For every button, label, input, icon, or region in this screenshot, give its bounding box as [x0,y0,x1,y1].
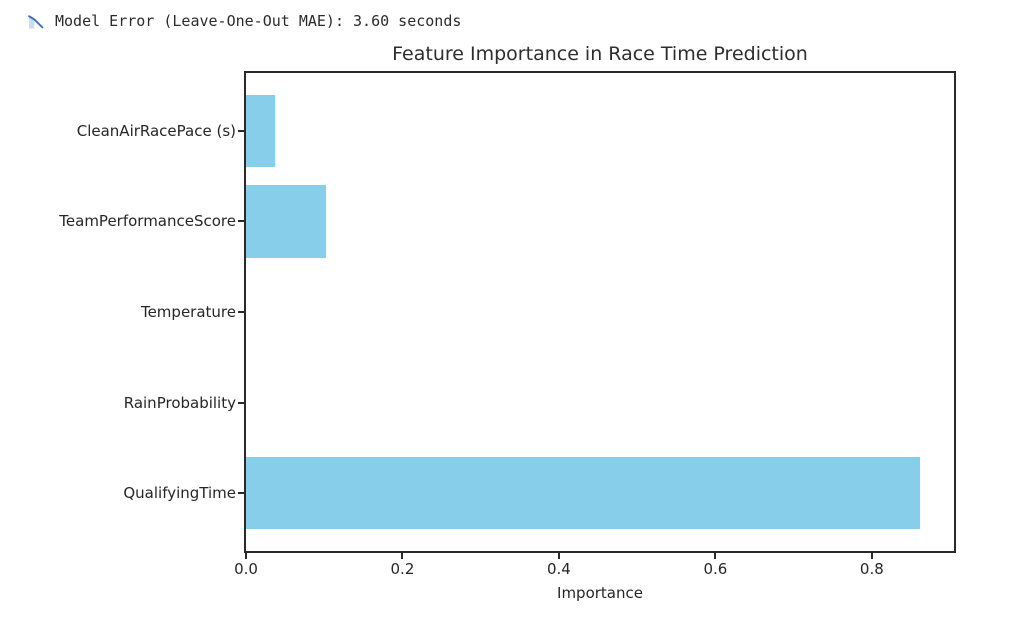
chart-title: Feature Importance in Race Time Predicti… [392,43,808,65]
x-axis-label: Importance [557,584,643,602]
x-tick-mark [870,553,873,559]
bar [246,94,275,168]
y-tick-mark [238,311,245,313]
bar [246,456,921,530]
bar [246,185,326,258]
y-tick-mark [238,401,245,404]
x-tick-mark [245,553,247,559]
x-tick-mark [557,553,560,559]
x-tick-label: 0.4 [546,560,571,578]
x-tick-label: 0.6 [703,560,728,578]
y-tick-mark [238,492,245,495]
model-error-header: Model Error (Leave-One-Out MAE): 3.60 se… [28,10,461,32]
model-error-text: Model Error (Leave-One-Out MAE): 3.60 se… [55,12,462,30]
y-tick-label: RainProbability [123,393,236,412]
x-tick-mark [401,553,404,559]
y-tick-label: QualifyingTime [123,484,236,503]
x-tick-label: 0.2 [390,560,415,578]
x-tick-mark [714,553,717,559]
y-tick-label: CleanAirRacePace (s) [76,121,236,140]
x-tick-label: 0.8 [859,560,884,578]
y-tick-mark [238,129,245,132]
y-tick-mark [238,220,245,223]
x-tick-label: 0.0 [234,560,258,578]
chart-decreasing-icon [28,15,44,29]
y-tick-label: TeamPerformanceScore [59,212,236,231]
y-tick-label: Temperature [140,303,236,321]
